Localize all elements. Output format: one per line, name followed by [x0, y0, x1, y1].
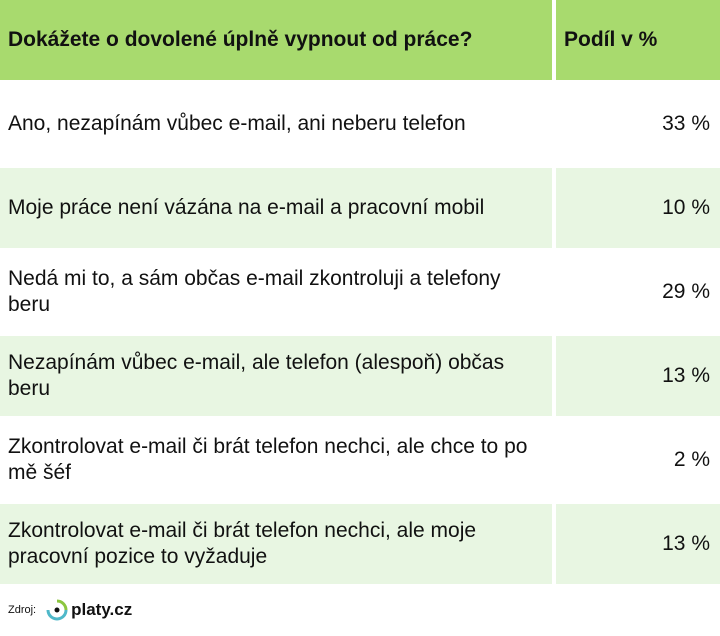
results-table: Dokážete o dovolené úplně vypnout od prá… [0, 0, 720, 584]
header-row: Dokážete o dovolené úplně vypnout od prá… [0, 0, 720, 80]
answer-cell: Moje práce není vázána na e-mail a praco… [0, 168, 552, 248]
share-cell: 33 % [662, 112, 710, 135]
table-row: Moje práce není vázána na e-mail a praco… [0, 168, 720, 248]
answer-cell: Ano, nezapínám vůbec e-mail, ani neberu … [8, 112, 466, 135]
answer-cell: Zkontrolovat e-mail či brát telefon nech… [0, 504, 552, 584]
logo-text: platy.cz [71, 600, 133, 619]
header-share: Podíl v % [556, 0, 720, 80]
table-row: Ano, nezapínám vůbec e-mail, ani neberu … [0, 84, 720, 164]
answer-cell: Nezapínám vůbec e-mail, ale telefon (ale… [0, 336, 552, 416]
table-row: Zkontrolovat e-mail či brát telefon nech… [0, 504, 720, 584]
table-row: Zkontrolovat e-mail či brát telefon nech… [0, 420, 720, 500]
share-cell: 29 % [662, 280, 710, 303]
table-row: Nedá mi to, a sám občas e-mail zkontrolu… [0, 252, 720, 332]
share-cell: 10 % [556, 168, 720, 248]
answer-cell: Nedá mi to, a sám občas e-mail zkontrolu… [8, 267, 501, 316]
footer: Zdroj: platy.cz [0, 586, 720, 634]
platy-logo: platy.cz [46, 599, 132, 621]
share-cell: 13 % [556, 336, 720, 416]
table-row: Nezapínám vůbec e-mail, ale telefon (ale… [0, 336, 720, 416]
answer-cell: Zkontrolovat e-mail či brát telefon nech… [8, 435, 528, 484]
share-cell: 13 % [556, 504, 720, 584]
source-label: Zdroj: [8, 604, 37, 616]
share-cell: 2 % [673, 448, 710, 471]
platy-logo-icon [46, 599, 68, 621]
header-question: Dokážete o dovolené úplně vypnout od prá… [0, 0, 552, 80]
